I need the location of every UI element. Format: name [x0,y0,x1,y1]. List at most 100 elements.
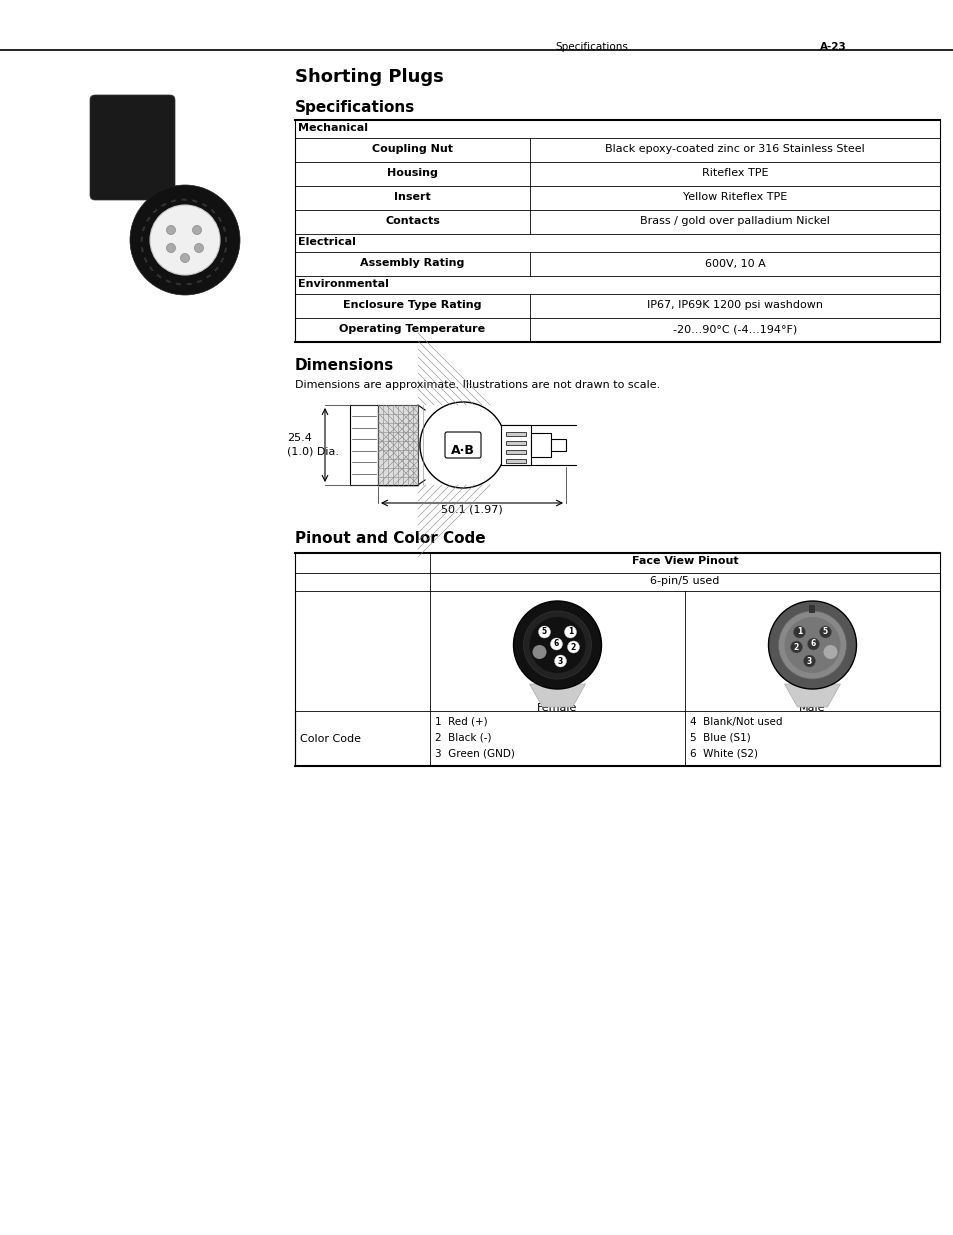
Circle shape [180,253,190,263]
Text: Shorting Plugs: Shorting Plugs [294,68,443,86]
Text: Dimensions: Dimensions [294,358,394,373]
Text: A-23: A-23 [820,42,846,52]
Circle shape [529,618,585,673]
Circle shape [783,618,840,673]
Text: Insert: Insert [394,193,431,203]
Bar [377,405,417,485]
Circle shape [567,641,578,653]
Text: Riteflex TPE: Riteflex TPE [701,168,767,179]
Circle shape [790,641,801,653]
Text: 3: 3 [806,657,811,666]
Text: Face View Pinout: Face View Pinout [631,556,738,566]
Text: 3  Green (GND): 3 Green (GND) [435,748,515,760]
Circle shape [550,638,562,650]
Text: Brass / gold over palladium Nickel: Brass / gold over palladium Nickel [639,216,829,226]
Polygon shape [783,684,840,706]
Text: 5: 5 [822,627,827,636]
Text: 1: 1 [567,627,573,636]
Text: -20…90°C (-4…194°F): -20…90°C (-4…194°F) [672,325,797,335]
Text: 5: 5 [541,627,546,636]
Bar [140,237,143,242]
Bar [202,203,207,207]
Text: Yellow Riteflex TPE: Yellow Riteflex TPE [682,193,786,203]
Text: 5  Blue (S1): 5 Blue (S1) [689,734,750,743]
Text: 2: 2 [793,642,799,652]
Circle shape [523,611,591,679]
Text: 6: 6 [810,640,815,648]
Circle shape [793,626,804,638]
Text: IP67, IP69K 1200 psi washdown: IP67, IP69K 1200 psi washdown [646,300,822,310]
Bar [505,450,525,454]
Bar [175,283,181,285]
Circle shape [130,185,240,295]
Bar [211,209,215,214]
Bar [505,432,525,436]
Text: (1.0) Dia.: (1.0) Dia. [287,447,338,457]
Bar [141,247,144,252]
Bar [809,605,815,613]
Text: 4  Blank/Not used: 4 Blank/Not used [689,718,781,727]
Text: Male: Male [799,703,825,713]
Bar [166,279,171,283]
Bar [192,199,197,203]
Text: 6: 6 [554,640,558,648]
Circle shape [802,655,815,667]
Circle shape [419,403,505,488]
Circle shape [513,601,601,689]
Text: Pinout and Color Code: Pinout and Color Code [294,531,485,546]
Polygon shape [529,684,585,706]
Circle shape [564,626,576,638]
Circle shape [768,601,856,689]
FancyBboxPatch shape [90,95,174,200]
Bar [152,209,157,214]
Text: 50.1 (1.97): 50.1 (1.97) [440,505,502,515]
Bar [225,237,227,242]
Text: 6-pin/5 used: 6-pin/5 used [650,576,719,585]
Text: Specifications: Specifications [294,100,415,115]
Circle shape [150,205,220,275]
Bar [171,200,176,203]
Text: Mechanical: Mechanical [297,124,368,133]
Text: 1  Red (+): 1 Red (+) [435,718,487,727]
Bar [222,226,226,232]
Bar [142,226,146,231]
Circle shape [193,226,201,235]
Bar [220,257,224,263]
Bar [505,441,525,445]
Text: A·B: A·B [451,443,475,457]
Text: Enclosure Type Rating: Enclosure Type Rating [343,300,481,310]
Bar [551,438,565,451]
Circle shape [167,226,175,235]
Text: 6  White (S2): 6 White (S2) [689,748,758,760]
Text: Assembly Rating: Assembly Rating [360,258,464,268]
Circle shape [554,655,566,667]
Text: 2: 2 [570,642,576,652]
Text: 2  Black (-): 2 Black (-) [435,734,491,743]
Text: 3: 3 [558,657,562,666]
Bar [196,279,202,283]
Circle shape [806,638,819,650]
Text: Female: Female [537,703,578,713]
Bar [217,217,222,222]
Bar [181,199,187,201]
Bar [531,433,551,457]
Bar [224,247,227,253]
Circle shape [167,243,175,252]
Bar [146,216,151,222]
Circle shape [819,626,831,638]
Text: Environmental: Environmental [297,279,389,289]
Bar [144,257,148,263]
Circle shape [194,243,203,252]
Text: 1: 1 [796,627,801,636]
Circle shape [537,626,550,638]
Bar [500,425,531,466]
Circle shape [778,611,845,679]
Bar [213,267,219,272]
Bar [161,203,166,206]
Text: 600V, 10 A: 600V, 10 A [704,258,764,268]
Bar [156,274,161,279]
Circle shape [822,645,837,659]
Text: Housing: Housing [387,168,437,179]
Circle shape [532,645,546,659]
Text: Electrical: Electrical [297,237,355,247]
